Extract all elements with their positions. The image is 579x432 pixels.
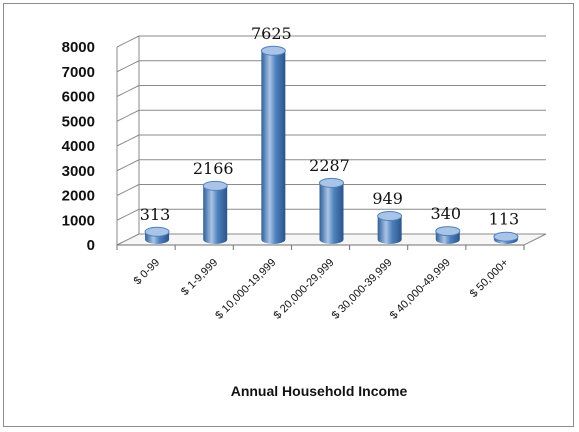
chart-frame: 0 1000 2000 3000 4000 5000 6000 7000 8000 313 $ 0… — [3, 3, 574, 427]
gridline-side — [116, 159, 140, 172]
bar-body — [319, 182, 344, 244]
gridline-side — [116, 35, 140, 48]
gridline-side — [116, 109, 140, 122]
data-label: 949 — [372, 189, 403, 208]
bar-top — [202, 180, 228, 191]
axes-layer: 0 1000 2000 3000 4000 5000 6000 7000 8000 — [62, 35, 547, 254]
y-tick-label: 5000 — [62, 113, 95, 130]
y-tick-label: 3000 — [62, 163, 95, 180]
gridline-side — [116, 184, 140, 196]
gridline-side — [116, 85, 140, 97]
x-axis-title: Annual Household Income — [231, 383, 408, 399]
bar — [144, 226, 170, 244]
bar — [377, 211, 403, 244]
x-tick-label: $ 1-9,999 — [179, 257, 220, 298]
gridline-side — [116, 134, 140, 147]
bar-body — [203, 185, 228, 244]
bar-top — [435, 226, 461, 237]
y-tick-label: 6000 — [62, 89, 95, 106]
y-tick-label: 0 — [87, 237, 95, 254]
bar-top — [144, 226, 170, 237]
y-tick-label: 7000 — [62, 64, 95, 81]
x-tick-label: $ 10,000-19,999 — [213, 257, 278, 322]
bar-chart: 0 1000 2000 3000 4000 5000 6000 7000 8000 313 $ 0… — [62, 24, 547, 399]
bars-layer — [144, 45, 519, 245]
labels-layer: 313 $ 0-99 2166 $ 1-9,999 7625 $ 10,000-19,99… — [132, 24, 520, 322]
data-label: 2166 — [193, 159, 234, 178]
bar-body — [377, 216, 402, 244]
data-label: 7625 — [251, 24, 292, 43]
data-label: 340 — [431, 204, 462, 223]
x-tick-label: $ 20,000-29,999 — [271, 257, 336, 322]
x-tick-label: $ 40,000-49,999 — [388, 257, 453, 322]
bar — [319, 177, 344, 244]
x-tick-label: $ 0-99 — [132, 257, 163, 288]
y-tick-label: 8000 — [62, 39, 95, 56]
bar — [493, 231, 519, 245]
bar-top — [260, 45, 286, 56]
gridline-side — [116, 208, 140, 221]
data-label: 113 — [489, 210, 520, 229]
bar-body — [261, 50, 286, 244]
bar — [260, 45, 286, 244]
data-label: 313 — [140, 205, 171, 224]
y-tick-label: 2000 — [62, 188, 95, 205]
bar-top — [319, 177, 344, 188]
y-tick-label: 4000 — [62, 138, 95, 155]
bar-top — [493, 231, 519, 242]
bar-top — [377, 211, 403, 222]
bar — [202, 180, 228, 244]
bar — [435, 226, 461, 244]
x-tick-label: $ 50,000+ — [468, 257, 511, 300]
y-tick-label: 1000 — [62, 212, 95, 229]
gridline-side — [116, 60, 140, 73]
x-tick-label: $ 30,000-39,999 — [330, 257, 395, 322]
data-label: 2287 — [309, 156, 350, 175]
